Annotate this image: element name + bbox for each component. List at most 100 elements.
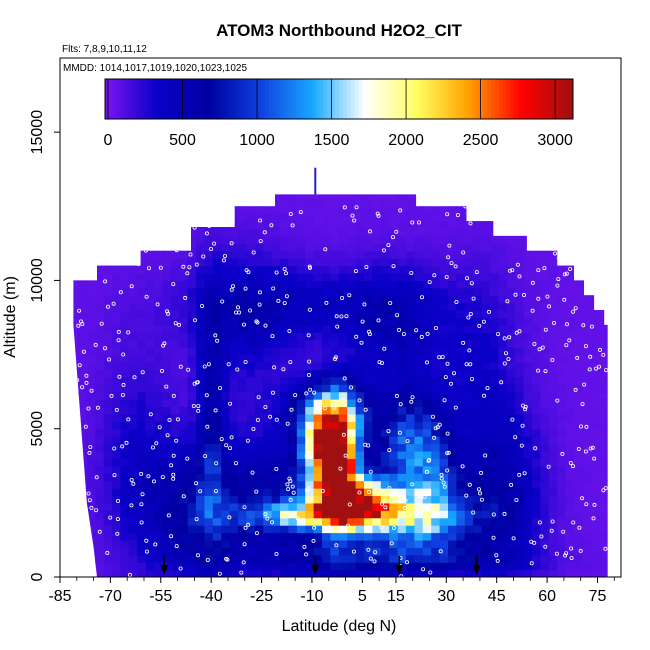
sample-point [435,425,440,430]
heatmap-cell [95,406,105,415]
heatmap-cell [448,273,457,282]
heatmap-cell [372,569,382,577]
heatmap-cell [531,458,541,467]
heatmap-cell [607,310,608,319]
heatmap-cell [120,258,130,267]
heatmap-cell [338,510,348,519]
heatmap-cell [489,450,499,459]
heatmap-cell [145,465,155,474]
heatmap-cell [187,221,197,230]
heatmap-cell [204,495,214,504]
sample-point [160,475,165,480]
heatmap-cell [221,443,231,452]
heatmap-cell [557,287,567,296]
heatmap-cell [204,354,214,363]
colorbar-swatch [120,79,125,119]
sample-point [295,516,300,521]
heatmap-cell [280,369,290,378]
heatmap-cell [523,235,533,244]
sample-point [449,261,454,266]
heatmap-cell [607,428,608,437]
heatmap-cell [179,569,189,577]
heatmap-cell [473,280,483,289]
heatmap-cell [238,376,248,385]
heatmap-cell [120,384,130,393]
heatmap-cell [489,243,499,252]
sample-point [106,304,111,309]
heatmap-cell [221,332,231,341]
heatmap-cell [187,473,197,482]
heatmap-cell [322,465,332,474]
heatmap-cell [313,450,323,459]
heatmap-cell [154,250,164,259]
heatmap-cell [162,421,172,430]
sample-point [229,241,234,246]
heatmap-cell [523,228,533,237]
sample-point [372,559,377,564]
heatmap-cell [347,562,357,571]
heatmap-cell [288,525,298,534]
heatmap-cell [128,547,138,556]
heatmap-cell [128,287,138,296]
heatmap-cell [557,384,567,393]
sample-point [553,251,558,256]
heatmap-cell [506,206,516,215]
heatmap-cell [322,502,332,511]
heatmap-cell [582,194,592,200]
heatmap-cell [103,287,113,296]
heatmap-cell [86,547,96,556]
heatmap-cell [599,450,608,459]
heatmap-cell [137,354,147,363]
heatmap-cell [120,317,130,326]
heatmap-cell [246,265,256,274]
heatmap-cell [78,428,88,437]
heatmap-cell [103,495,113,504]
heatmap-cell [590,525,600,534]
heatmap-cell [162,361,172,370]
colorbar-swatch [553,79,558,119]
heatmap-cell [288,324,298,333]
heatmap-cell [565,347,575,356]
heatmap-cell [338,310,348,319]
heatmap-cell [238,347,248,356]
heatmap-cell [271,488,281,497]
heatmap-cell [103,384,113,393]
heatmap-cell [296,399,306,408]
heatmap-cell [548,295,558,304]
heatmap-cell [229,539,239,548]
heatmap-cell [229,525,239,534]
heatmap-cell [296,562,306,571]
heatmap-cell [498,258,508,267]
heatmap-cell [128,458,138,467]
sample-point [461,340,466,345]
heatmap-cell [338,213,348,222]
heatmap-cell [137,213,147,222]
heatmap-cell [439,258,449,267]
sample-point [94,508,99,513]
heatmap-cell [397,287,407,296]
heatmap-cell [531,347,541,356]
heatmap-cell [414,235,424,244]
heatmap-cell [364,324,374,333]
sample-point [428,570,433,575]
heatmap-cell [246,517,256,526]
heatmap-cell [397,458,407,467]
colorbar-tick-label: 0 [104,132,113,149]
heatmap-cell [380,317,390,326]
heatmap-cell [73,339,80,348]
heatmap-cell [565,547,575,556]
heatmap-cell [607,317,608,326]
heatmap-cell [557,258,567,267]
sample-point [173,321,178,326]
heatmap-cell [137,324,147,333]
heatmap-cell [78,562,88,571]
heatmap-cell [531,391,541,400]
heatmap-cell [103,458,113,467]
heatmap-cell [489,332,499,341]
heatmap-cell [120,473,130,482]
heatmap-cell [582,347,592,356]
heatmap-cell [229,194,239,200]
heatmap-cell [548,413,558,422]
colorbar-swatch [292,79,297,119]
sample-point [517,472,522,477]
